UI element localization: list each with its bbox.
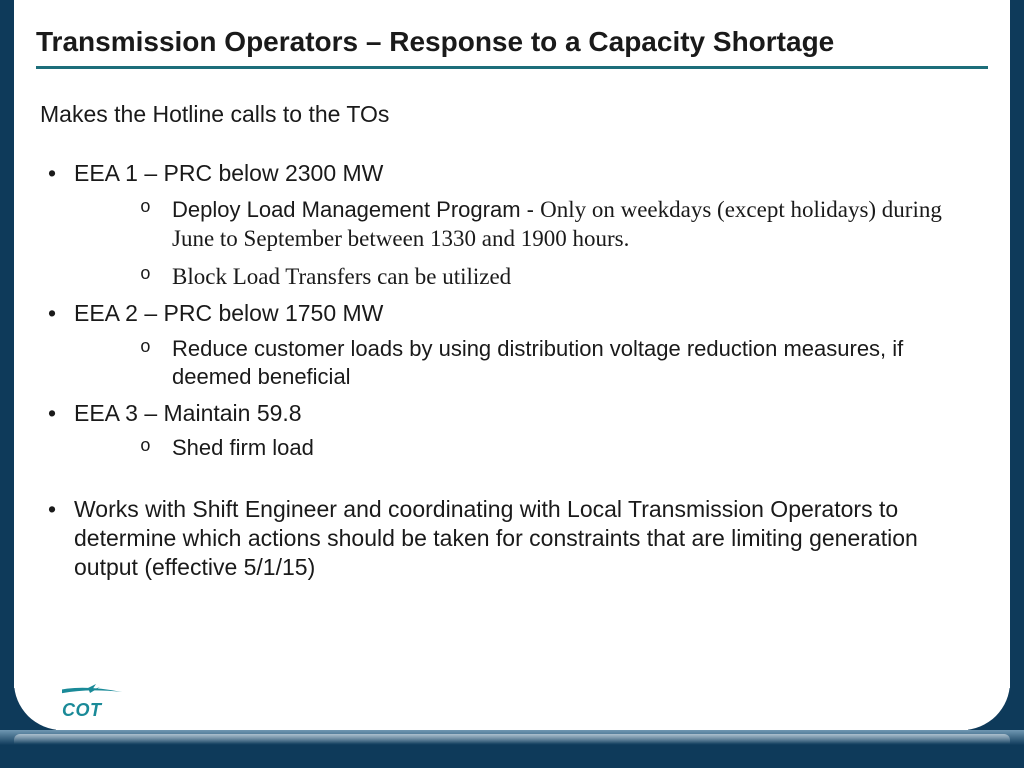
ercot-logo: ERCOT	[30, 684, 126, 722]
sub-eea1-1-lead: Deploy Load Management Program -	[172, 197, 540, 222]
sublist-eea2: Reduce customer loads by using distribut…	[74, 335, 984, 391]
bullet-eea3-label: EEA 3 – Maintain 59.8	[74, 400, 302, 426]
title-block: Transmission Operators – Response to a C…	[36, 26, 988, 69]
intro-text: Makes the Hotline calls to the TOs	[40, 100, 984, 129]
bullet-eea2-label: EEA 2 – PRC below 1750 MW	[74, 300, 383, 326]
slide: Transmission Operators – Response to a C…	[0, 0, 1024, 768]
title-rule	[36, 66, 988, 69]
sublist-eea3: Shed firm load	[74, 434, 984, 462]
logo-text: ERCOT	[36, 700, 102, 721]
spacer	[40, 471, 984, 495]
bullet-eea2: EEA 2 – PRC below 1750 MW Reduce custome…	[40, 299, 984, 391]
content-area: Makes the Hotline calls to the TOs EEA 1…	[40, 100, 984, 587]
bullet-eea3: EEA 3 – Maintain 59.8 Shed firm load	[40, 399, 984, 463]
bullet-eea1: EEA 1 – PRC below 2300 MW Deploy Load Ma…	[40, 159, 984, 291]
bullet-final: Works with Shift Engineer and coordinati…	[40, 495, 984, 583]
slide-title: Transmission Operators – Response to a C…	[36, 26, 988, 66]
sub-eea2-1: Reduce customer loads by using distribut…	[136, 335, 984, 391]
sub-eea1-1: Deploy Load Management Program - Only on…	[136, 195, 984, 254]
sublist-eea1: Deploy Load Management Program - Only on…	[74, 195, 984, 291]
frame-bottom	[0, 730, 1024, 768]
sub-eea1-2: Block Load Transfers can be utilized	[136, 262, 984, 291]
frame-left	[0, 0, 14, 730]
page-number: 15	[968, 702, 984, 718]
sub-eea3-1: Shed firm load	[136, 434, 984, 462]
bullet-list: EEA 1 – PRC below 2300 MW Deploy Load Ma…	[40, 159, 984, 462]
bullet-list-2: Works with Shift Engineer and coordinati…	[40, 495, 984, 583]
bullet-eea1-label: EEA 1 – PRC below 2300 MW	[74, 160, 383, 186]
sub-eea1-2-text: Block Load Transfers can be utilized	[172, 264, 511, 289]
frame-right	[1010, 0, 1024, 730]
